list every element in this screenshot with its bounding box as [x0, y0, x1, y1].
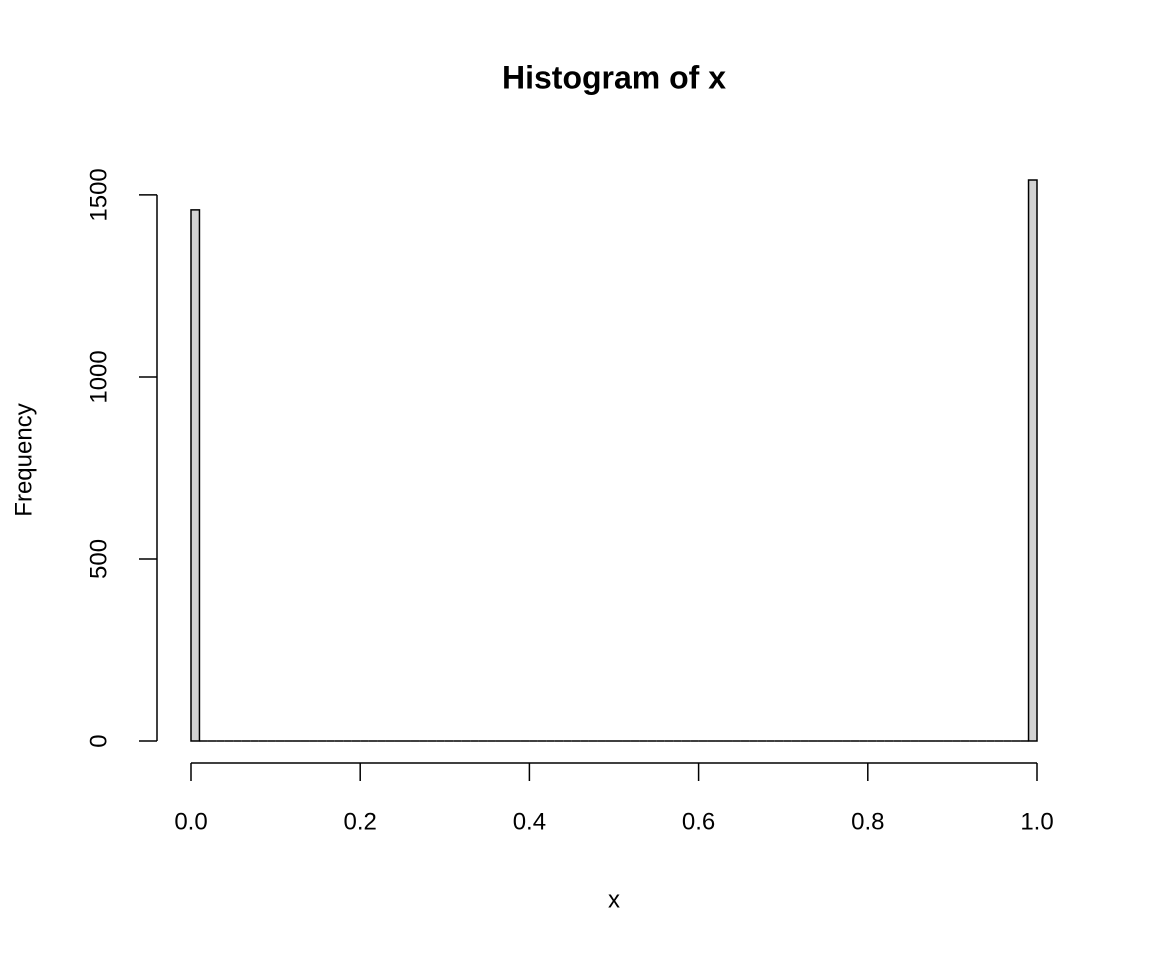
chart-title: Histogram of x [502, 59, 726, 95]
x-axis-label: x [608, 886, 620, 913]
y-tick-label: 1000 [85, 350, 112, 403]
x-tick-label: 0.8 [851, 808, 884, 835]
bar [190, 209, 201, 742]
bar [1027, 179, 1038, 742]
y-tick-label: 0 [85, 734, 112, 747]
x-tick-label: 0.6 [682, 808, 715, 835]
x-tick-label: 0.0 [174, 808, 207, 835]
y-tick-label: 500 [85, 539, 112, 579]
x-tick-label: 0.2 [344, 808, 377, 835]
x-tick-label: 1.0 [1020, 808, 1053, 835]
y-tick-label: 1500 [85, 168, 112, 221]
y-axis-label: Frequency [10, 403, 37, 516]
x-tick-label: 0.4 [513, 808, 546, 835]
